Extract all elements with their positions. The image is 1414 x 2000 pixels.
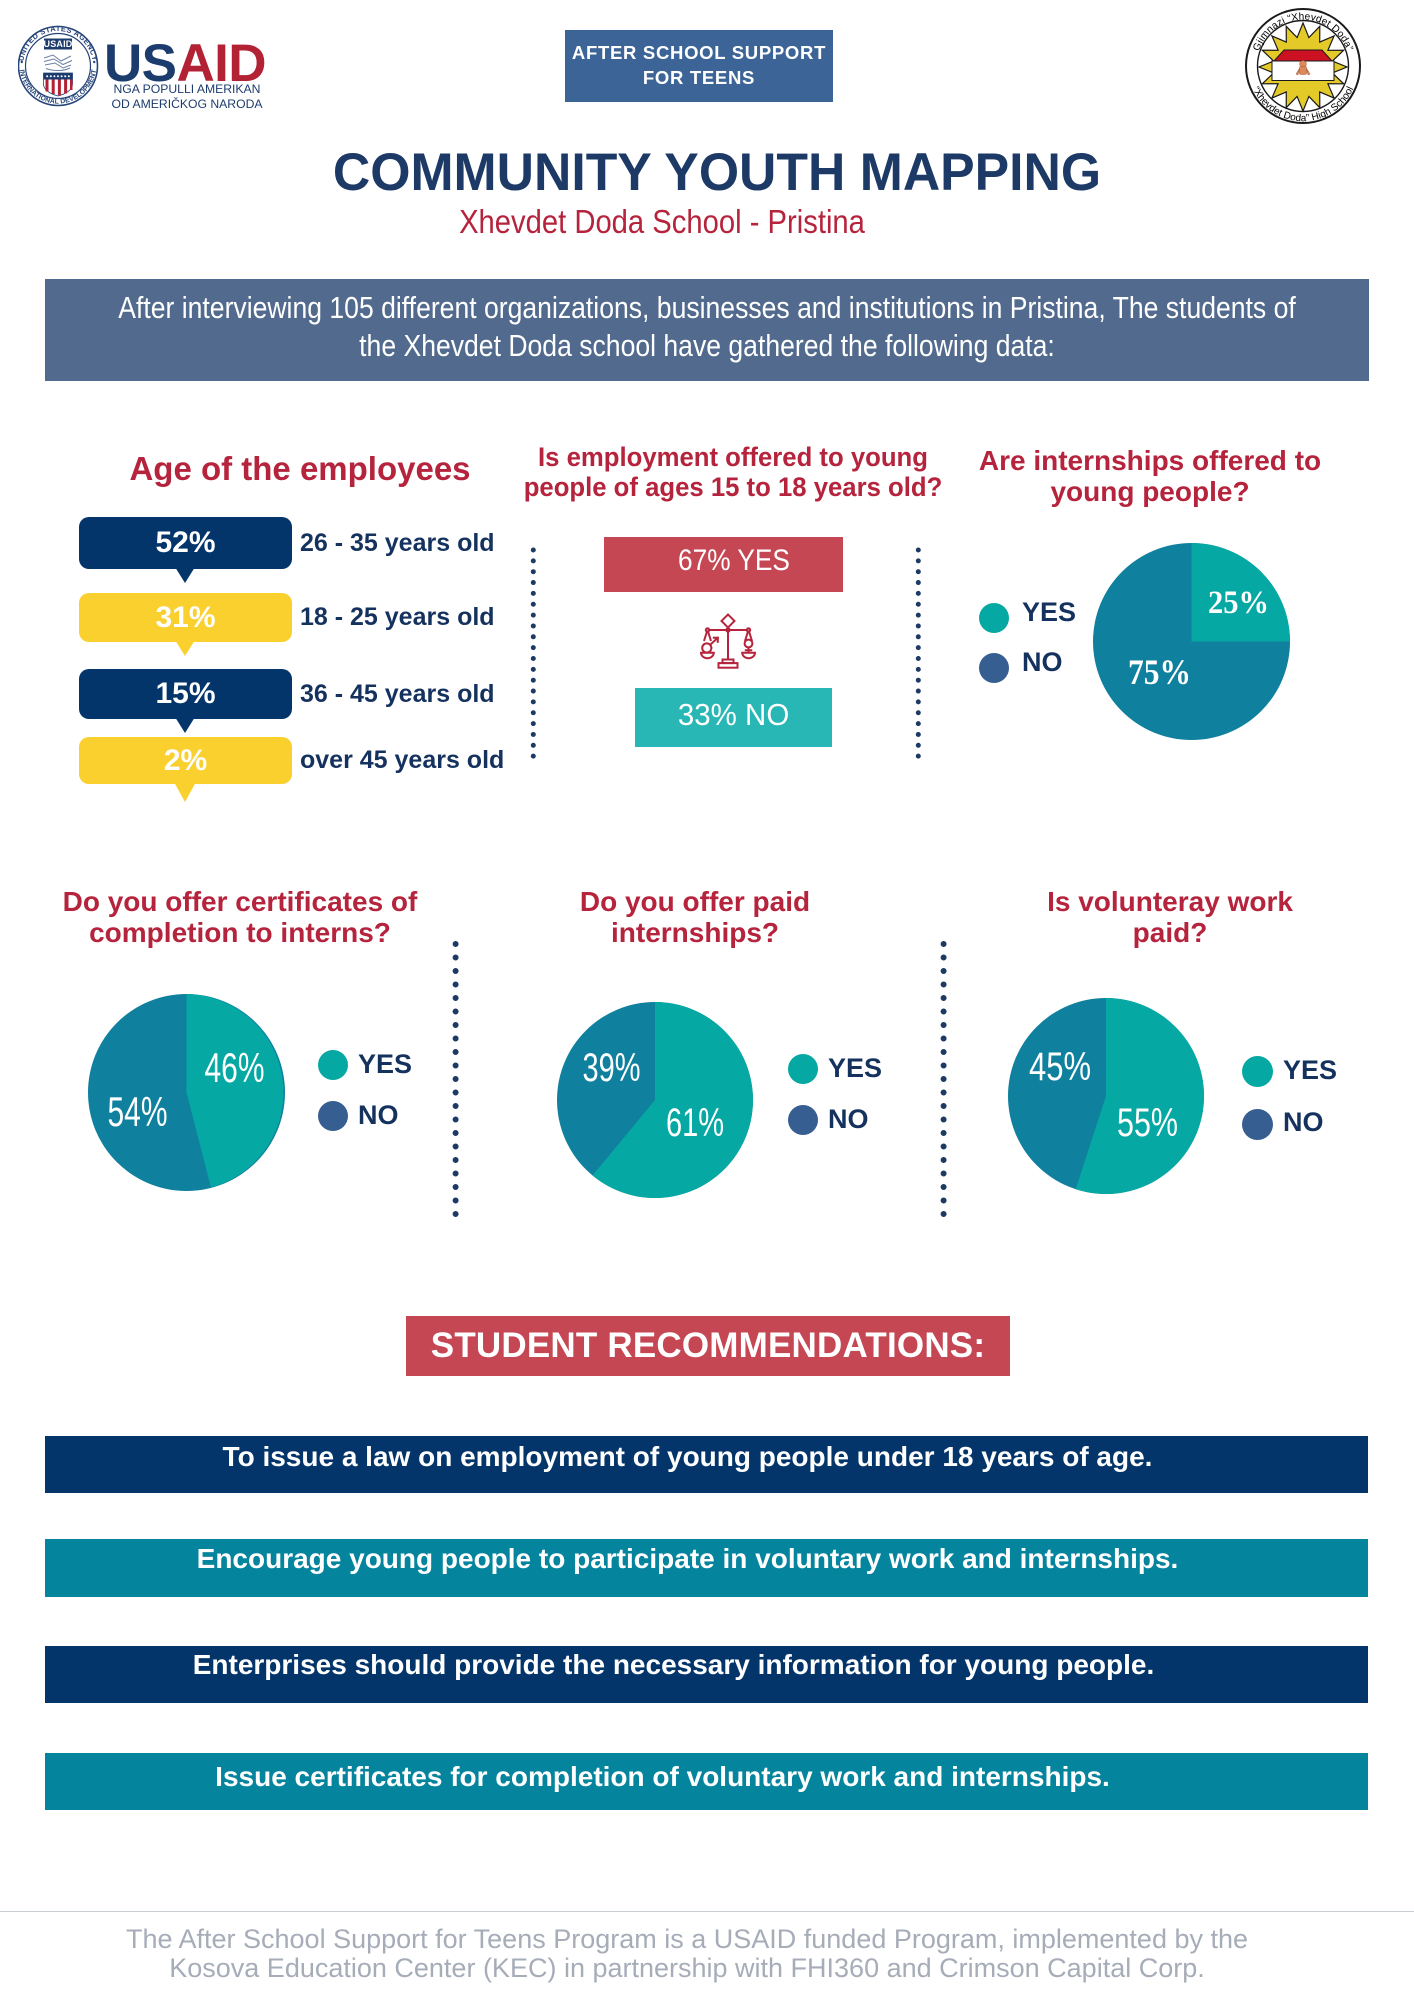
svg-text:45%: 45% xyxy=(1029,1045,1091,1089)
svg-text:75%: 75% xyxy=(1128,652,1191,692)
svg-text:55%: 55% xyxy=(1117,1101,1178,1145)
svg-text:39%: 39% xyxy=(583,1046,641,1090)
svg-text:USAID: USAID xyxy=(104,34,266,93)
svg-text:USAID: USAID xyxy=(43,39,72,49)
svg-text:25%: 25% xyxy=(1208,585,1269,621)
svg-text:61%: 61% xyxy=(666,1101,724,1145)
svg-text:54%: 54% xyxy=(108,1088,168,1135)
svg-text:46%: 46% xyxy=(205,1044,265,1091)
